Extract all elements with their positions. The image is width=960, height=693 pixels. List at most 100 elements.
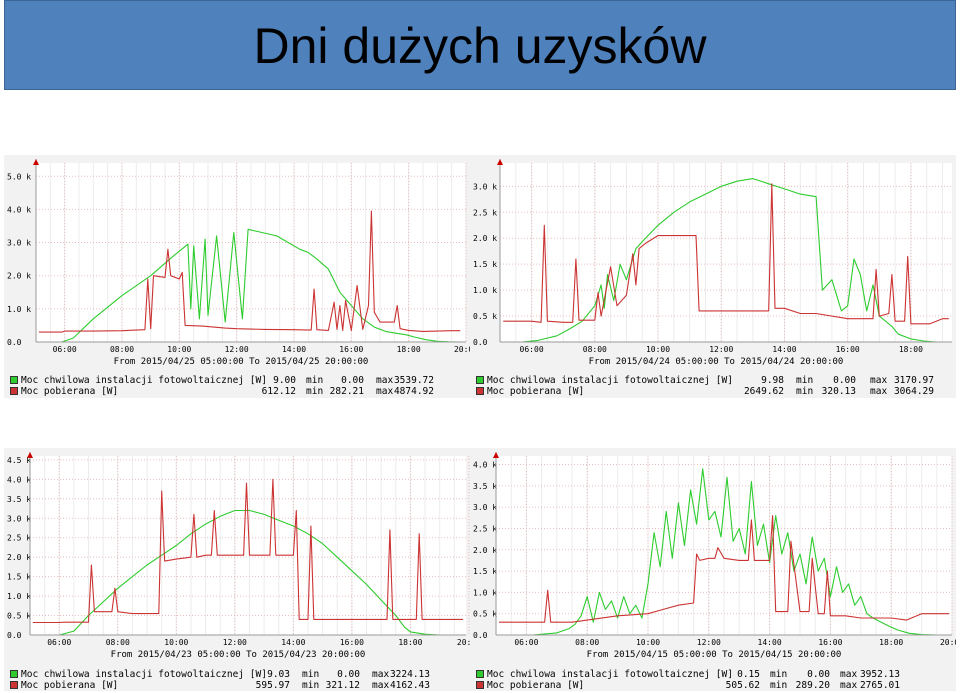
x-tick-label: 20:00 bbox=[454, 345, 470, 354]
legend-max: 4162.43 bbox=[389, 680, 430, 691]
y-tick-label: 4.0 k bbox=[7, 205, 31, 214]
plot-area bbox=[500, 163, 952, 342]
legend-max-label: max bbox=[372, 680, 390, 691]
y-tick-label: 1.0 k bbox=[473, 588, 497, 597]
time-range-label: From 2015/04/25 05:00:00 To 2015/04/25 2… bbox=[114, 357, 369, 367]
legend-max-label: max bbox=[870, 386, 888, 397]
y-tick-label: 0.5 k bbox=[7, 612, 31, 621]
legend-min: 0.00 bbox=[807, 669, 830, 680]
legend-min-label: min bbox=[302, 680, 320, 691]
legend-swatch-green bbox=[10, 670, 18, 678]
y-tick-label: 0.5 k bbox=[473, 610, 497, 619]
series-line-pv bbox=[38, 228, 461, 343]
chart-legend: Moc chwilowa instalacji fotowoltaicznej … bbox=[4, 375, 470, 397]
y-tick-label: 4.0 k bbox=[7, 475, 31, 484]
legend-series-name: Moc pobierana [W] bbox=[487, 680, 585, 691]
legend-max-label: max bbox=[376, 386, 394, 397]
y-tick-label: 3.5 k bbox=[7, 495, 31, 504]
x-tick-label: 12:00 bbox=[225, 345, 249, 354]
legend-max: 3539.72 bbox=[393, 375, 434, 386]
x-tick-label: 16:00 bbox=[340, 638, 364, 647]
legend-swatch-green bbox=[476, 376, 484, 384]
legend-min-label: min bbox=[770, 680, 788, 691]
x-tick-label: 06:00 bbox=[47, 638, 71, 647]
x-tick-label: 18:00 bbox=[398, 638, 422, 647]
legend-min: 289.20 bbox=[795, 680, 830, 691]
x-tick-label: 08:00 bbox=[575, 638, 599, 647]
legend-current: 0.15 bbox=[737, 669, 760, 680]
time-range-label: From 2015/04/23 05:00:00 To 2015/04/23 2… bbox=[111, 650, 366, 660]
chart-svg: 06:00 08:00 10:00 12:00 14:00 16:00 18:00 20:00… bbox=[473, 452, 956, 660]
x-tick-label: 10:00 bbox=[167, 345, 191, 354]
legend-current: 9.00 bbox=[273, 375, 296, 386]
y-tick-label: 0.0 bbox=[7, 631, 22, 640]
legend-swatch-green bbox=[10, 376, 18, 384]
y-tick-label: 2.0 k bbox=[7, 553, 31, 562]
chart-panel-2015-04-24: 06:00 08:00 10:00 12:00 14:00 16:00 18:00 0.0 0.… bbox=[470, 155, 956, 398]
legend-current: 612.12 bbox=[261, 386, 296, 397]
legend-min: 321.12 bbox=[325, 680, 360, 691]
x-tick-label: 12:00 bbox=[223, 638, 247, 647]
legend-current: 595.97 bbox=[255, 680, 290, 691]
y-tick-label: 4.5 k bbox=[7, 456, 31, 465]
legend-max: 2765.01 bbox=[859, 680, 900, 691]
x-tick-label: 12:00 bbox=[709, 345, 733, 354]
legend-current: 9.03 bbox=[267, 669, 290, 680]
chart-legend: Moc chwilowa instalacji fotowoltaicznej … bbox=[4, 669, 470, 691]
legend-series-name: Moc chwilowa instalacji fotowoltaicznej … bbox=[487, 375, 733, 386]
y-tick-label: 0.0 bbox=[7, 338, 22, 347]
y-axis-arrow bbox=[493, 452, 499, 458]
chart-panel-2015-04-25: 06:00 08:00 10:00 12:00 14:00 16:00 18:00 20:00… bbox=[4, 155, 470, 398]
legend-min-label: min bbox=[306, 386, 324, 397]
chart-panel-2015-04-23: 06:00 08:00 10:00 12:00 14:00 16:00 18:00 20:00… bbox=[4, 448, 470, 691]
y-tick-label: 3.0 k bbox=[473, 503, 497, 512]
legend-row-pv: Moc chwilowa instalacji fotowoltaicznej … bbox=[4, 375, 470, 386]
x-tick-label: 16:00 bbox=[818, 638, 842, 647]
legend-min-label: min bbox=[306, 375, 324, 386]
x-tick-label: 20:00 bbox=[940, 638, 956, 647]
time-range-label: From 2015/04/15 05:00:00 To 2015/04/15 2… bbox=[587, 650, 842, 660]
y-tick-label: 0.5 k bbox=[473, 312, 497, 321]
legend-max: 3952.13 bbox=[859, 669, 900, 680]
legend-current: 9.98 bbox=[761, 375, 784, 386]
legend-min-label: min bbox=[796, 375, 814, 386]
y-tick-label: 1.0 k bbox=[7, 305, 31, 314]
x-tick-label: 14:00 bbox=[758, 638, 782, 647]
legend-swatch-red bbox=[476, 387, 484, 395]
x-tick-label: 08:00 bbox=[583, 345, 607, 354]
legend-current: 505.62 bbox=[725, 680, 760, 691]
y-tick-label: 2.5 k bbox=[7, 534, 31, 543]
legend-row-load: Moc pobierana [W] 505.62 min 289.20 max … bbox=[470, 680, 956, 691]
legend-current: 2649.62 bbox=[743, 386, 784, 397]
chart-svg: 06:00 08:00 10:00 12:00 14:00 16:00 18:00 20:00… bbox=[7, 159, 470, 367]
legend-min-label: min bbox=[302, 669, 320, 680]
x-tick-label: 08:00 bbox=[110, 345, 134, 354]
series-line-load bbox=[499, 515, 949, 623]
legend-swatch-red bbox=[476, 681, 484, 689]
y-tick-label: 1.5 k bbox=[7, 573, 31, 582]
x-tick-label: 12:00 bbox=[697, 638, 721, 647]
legend-row-pv: Moc chwilowa instalacji fotowoltaicznej … bbox=[470, 375, 956, 386]
y-tick-label: 1.0 k bbox=[473, 286, 497, 295]
chart-legend: Moc chwilowa instalacji fotowoltaicznej … bbox=[470, 375, 956, 397]
legend-max-label: max bbox=[870, 375, 888, 386]
legend-min: 320.13 bbox=[821, 386, 856, 397]
y-tick-label: 3.5 k bbox=[473, 482, 497, 491]
series-line-pv bbox=[503, 178, 949, 343]
legend-swatch-red bbox=[10, 681, 18, 689]
legend-max-label: max bbox=[840, 669, 858, 680]
y-tick-label: 2.0 k bbox=[7, 272, 31, 281]
y-tick-label: 3.0 k bbox=[7, 239, 31, 248]
y-tick-label: 1.0 k bbox=[7, 592, 31, 601]
y-axis-arrow bbox=[33, 159, 39, 165]
y-axis-arrow bbox=[497, 159, 503, 165]
x-tick-label: 16:00 bbox=[836, 345, 860, 354]
y-tick-label: 0.0 bbox=[473, 338, 488, 347]
x-tick-label: 06:00 bbox=[514, 638, 538, 647]
x-tick-label: 14:00 bbox=[772, 345, 796, 354]
legend-series-name: Moc pobierana [W] bbox=[21, 386, 119, 397]
legend-row-pv: Moc chwilowa instalacji fotowoltaicznej … bbox=[470, 669, 956, 680]
legend-max: 3064.29 bbox=[893, 386, 934, 397]
x-tick-label: 08:00 bbox=[106, 638, 130, 647]
y-tick-label: 1.5 k bbox=[473, 260, 497, 269]
